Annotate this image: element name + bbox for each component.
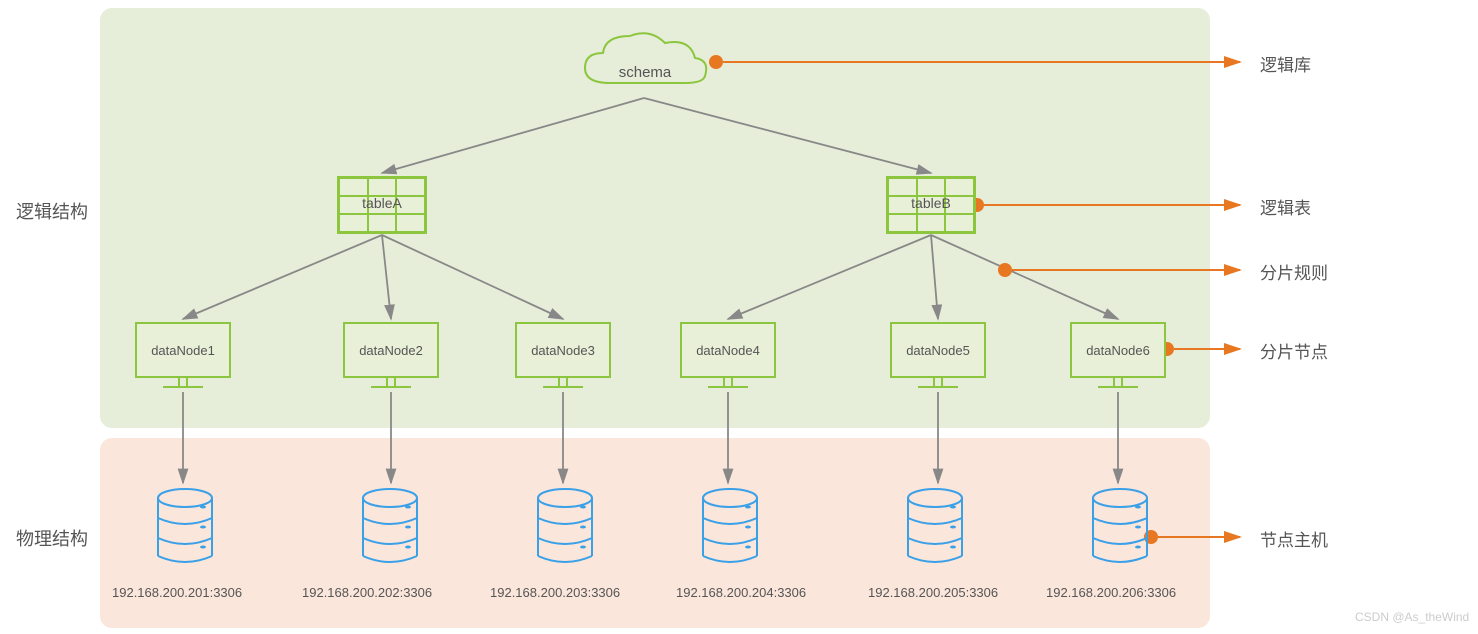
host-db-2: [535, 488, 595, 568]
table-label: tableA: [337, 195, 427, 211]
datanode-dn5: dataNode5: [890, 322, 986, 394]
watermark: CSDN @As_theWind: [1355, 610, 1469, 624]
database-icon: [1090, 488, 1150, 568]
host-ip: 192.168.200.204:3306: [676, 585, 806, 600]
physical-bg: [100, 438, 1210, 628]
host-db-5: [1090, 488, 1150, 568]
monitor-screen: dataNode2: [343, 322, 439, 378]
schema-label: schema: [575, 64, 715, 81]
datanode-dn1: dataNode1: [135, 322, 231, 394]
table-label: tableB: [886, 195, 976, 211]
table-tableA: tableA: [337, 176, 427, 234]
monitor-screen: dataNode3: [515, 322, 611, 378]
datanode-dn3: dataNode3: [515, 322, 611, 394]
schema-cloud: schema: [575, 28, 715, 98]
monitor-screen: dataNode5: [890, 322, 986, 378]
host-db-1: [360, 488, 420, 568]
table-tableB: tableB: [886, 176, 976, 234]
database-icon: [535, 488, 595, 568]
database-icon: [700, 488, 760, 568]
legend-label: 逻辑表: [1260, 194, 1311, 219]
legend-label: 节点主机: [1260, 526, 1328, 551]
database-icon: [360, 488, 420, 568]
host-db-3: [700, 488, 760, 568]
monitor-screen: dataNode6: [1070, 322, 1166, 378]
host-ip: 192.168.200.206:3306: [1046, 585, 1176, 600]
legend-label: 逻辑库: [1260, 51, 1311, 76]
database-icon: [155, 488, 215, 568]
datanode-dn2: dataNode2: [343, 322, 439, 394]
physical-section-label: 物理结构: [16, 525, 88, 551]
logical-section-label: 逻辑结构: [16, 198, 88, 224]
legend-label: 分片规则: [1260, 259, 1328, 284]
host-ip: 192.168.200.205:3306: [868, 585, 998, 600]
host-ip: 192.168.200.203:3306: [490, 585, 620, 600]
monitor-screen: dataNode4: [680, 322, 776, 378]
database-icon: [905, 488, 965, 568]
datanode-dn4: dataNode4: [680, 322, 776, 394]
cloud-icon: [575, 28, 715, 98]
host-db-4: [905, 488, 965, 568]
datanode-dn6: dataNode6: [1070, 322, 1166, 394]
host-ip: 192.168.200.202:3306: [302, 585, 432, 600]
monitor-screen: dataNode1: [135, 322, 231, 378]
legend-label: 分片节点: [1260, 338, 1328, 363]
host-ip: 192.168.200.201:3306: [112, 585, 242, 600]
host-db-0: [155, 488, 215, 568]
